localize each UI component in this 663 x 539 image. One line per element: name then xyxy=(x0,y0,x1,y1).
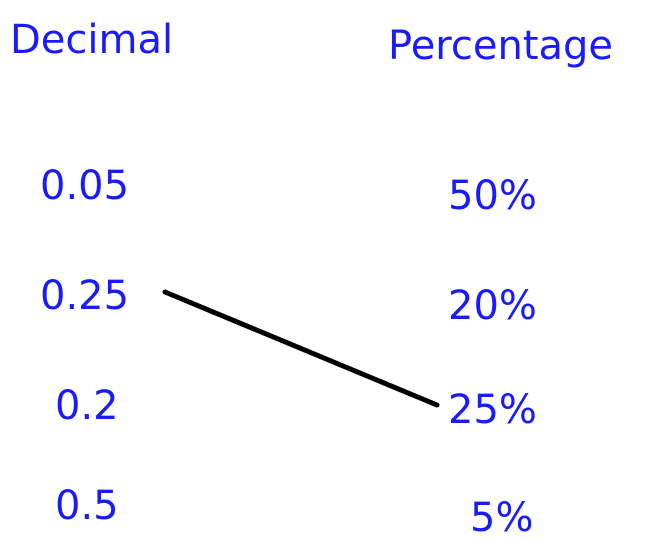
connection-line-0.25-25% xyxy=(162,289,440,408)
percentage-item[interactable]: 50% xyxy=(448,173,537,219)
decimal-item[interactable]: 0.2 xyxy=(55,383,119,429)
decimal-item[interactable]: 0.05 xyxy=(40,163,130,209)
percentage-column-heading: Percentage xyxy=(388,23,614,69)
percentage-item[interactable]: 5% xyxy=(470,495,534,539)
decimal-item[interactable]: 0.25 xyxy=(40,273,130,319)
percentage-item[interactable]: 20% xyxy=(448,283,537,329)
decimal-item[interactable]: 0.5 xyxy=(55,483,119,529)
decimal-column-heading: Decimal xyxy=(10,17,174,63)
percentage-item[interactable]: 25% xyxy=(448,387,537,433)
